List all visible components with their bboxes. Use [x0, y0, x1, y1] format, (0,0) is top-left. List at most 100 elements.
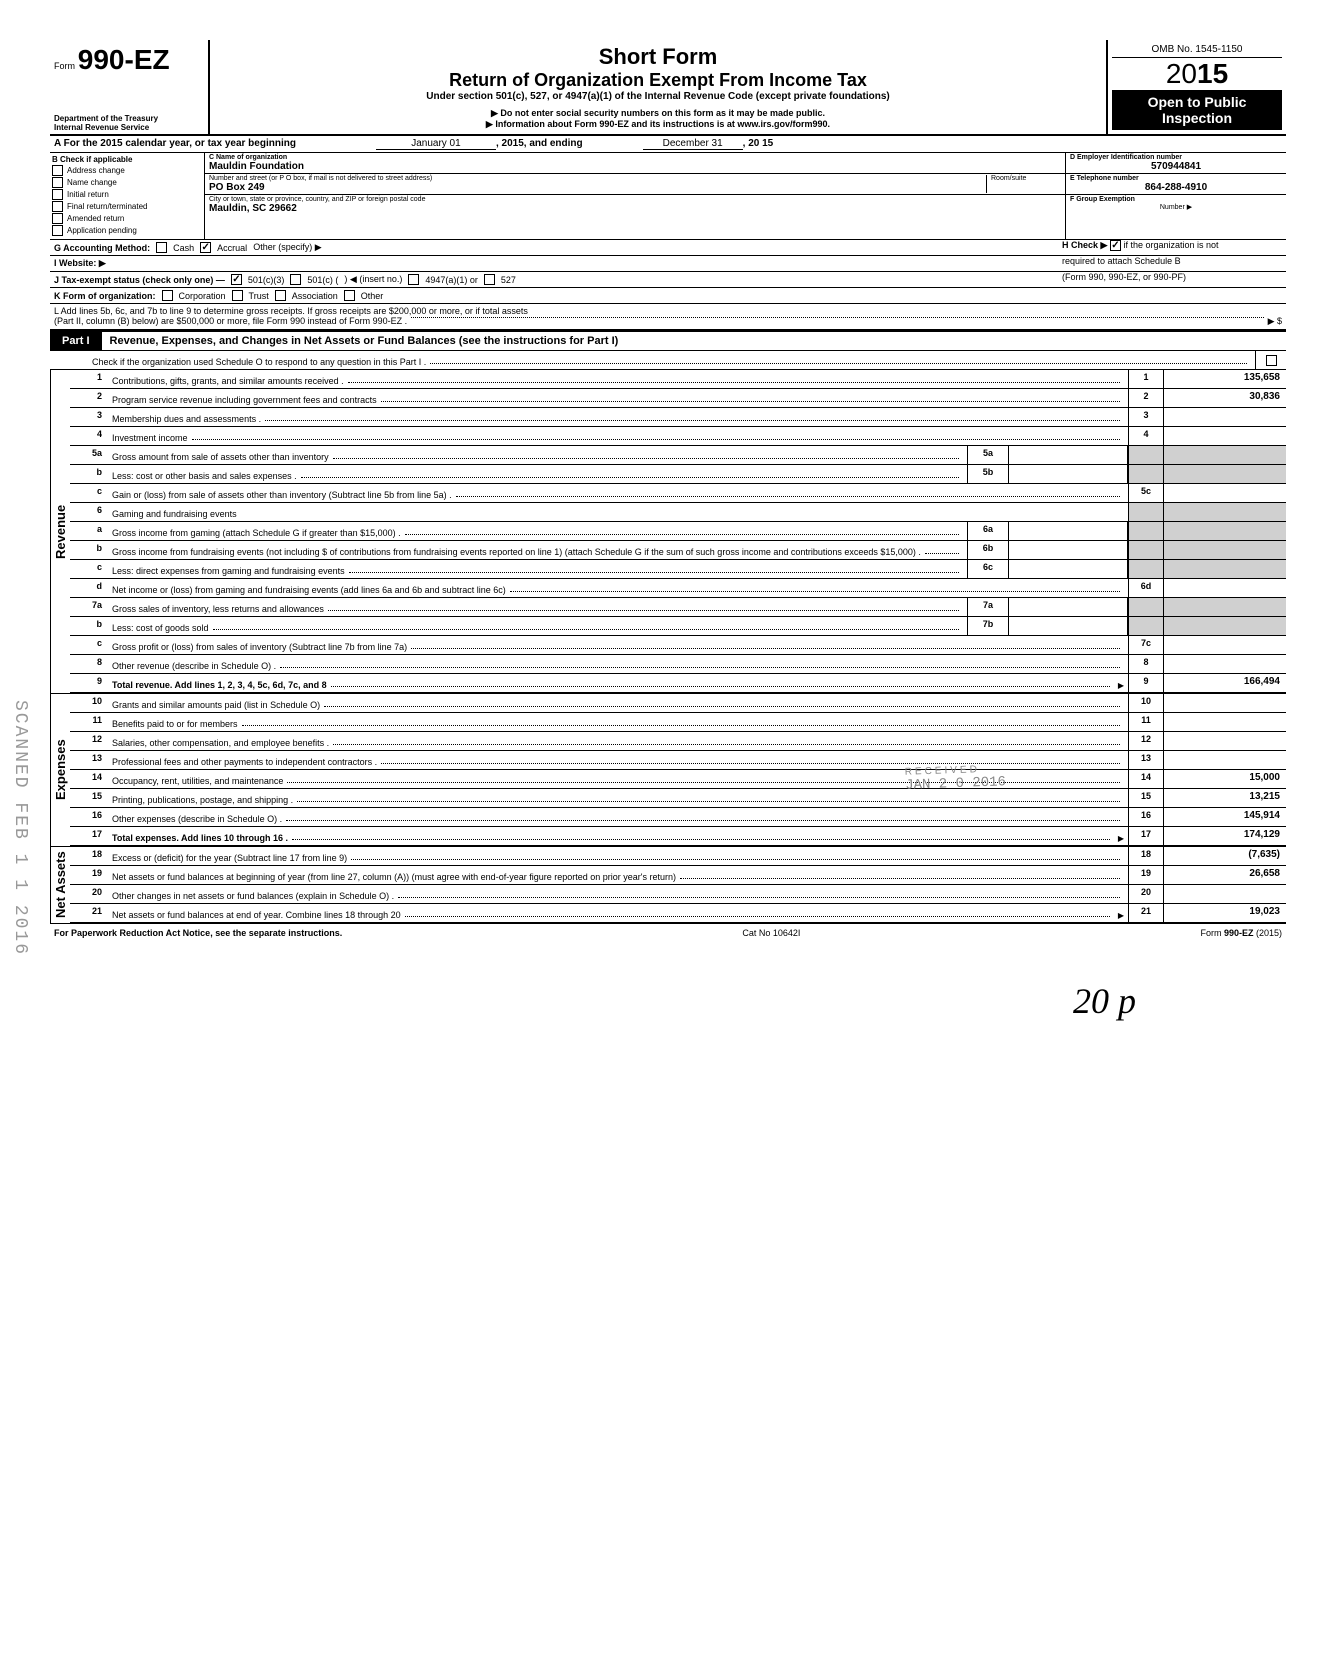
applicable-label: Application pending	[67, 226, 137, 235]
line-box-number: 8	[1128, 655, 1163, 673]
cash-checkbox[interactable]	[156, 242, 167, 253]
line-number: 2	[70, 389, 108, 407]
4947-checkbox[interactable]	[408, 274, 419, 285]
check-row: Address change	[52, 165, 202, 176]
applicable-label: Initial return	[67, 190, 109, 199]
room-label: Room/suite	[991, 175, 1061, 182]
mid-line-box: 6c	[967, 560, 1009, 578]
corp-checkbox[interactable]	[162, 290, 173, 301]
line-value	[1163, 694, 1286, 712]
line-value	[1163, 636, 1286, 654]
501c-checkbox[interactable]	[290, 274, 301, 285]
line-box-number: 19	[1128, 866, 1163, 884]
line-box-number: 1	[1128, 370, 1163, 388]
line-value	[1163, 408, 1286, 426]
part1-header: Part I Revenue, Expenses, and Changes in…	[50, 330, 1286, 351]
under-section: Under section 501(c), 527, or 4947(a)(1)…	[218, 91, 1098, 102]
line-value	[1163, 751, 1286, 769]
line-description: Investment income	[108, 427, 1128, 445]
line-box-number: 3	[1128, 408, 1163, 426]
footer-center: Cat No 10642I	[742, 928, 800, 938]
line-row: 19Net assets or fund balances at beginni…	[70, 866, 1286, 885]
part1-schedule-o-checkbox[interactable]	[1266, 355, 1277, 366]
other-org-checkbox[interactable]	[344, 290, 355, 301]
row-a: A For the 2015 calendar year, or tax yea…	[50, 136, 1286, 153]
line-value: 15,000	[1163, 770, 1286, 788]
net-assets-side-label: Net Assets	[50, 847, 70, 923]
accrual-checkbox[interactable]	[200, 242, 211, 253]
501c3-checkbox[interactable]	[231, 274, 242, 285]
line-box-number: 4	[1128, 427, 1163, 445]
line-number: 8	[70, 655, 108, 673]
end-box-shaded	[1128, 541, 1163, 559]
part1-title: Revenue, Expenses, and Changes in Net As…	[102, 335, 619, 347]
mid-line-value	[1009, 541, 1128, 559]
applicable-label: Name change	[67, 178, 117, 187]
line-description: Net assets or fund balances at beginning…	[108, 866, 1128, 884]
form-number: 990-EZ	[78, 44, 170, 75]
trust-checkbox[interactable]	[232, 290, 243, 301]
line-value: 166,494	[1163, 674, 1286, 692]
i-website: I Website: ▶	[54, 258, 106, 269]
applicable-checkbox[interactable]	[52, 177, 63, 188]
line-description: Other revenue (describe in Schedule O) .	[108, 655, 1128, 673]
f-group-label: F Group Exemption	[1070, 196, 1282, 203]
mid-line-box: 7a	[967, 598, 1009, 616]
end-box-shaded	[1128, 617, 1163, 635]
line-box-number: 15	[1128, 789, 1163, 807]
line-description: Contributions, gifts, grants, and simila…	[108, 370, 1128, 388]
other-org-label: Other	[361, 291, 384, 301]
line-description: Net assets or fund balances at end of ye…	[108, 904, 1128, 922]
h-text: if the organization is not	[1123, 240, 1218, 250]
line-row: 7aGross sales of inventory, less returns…	[70, 598, 1286, 617]
mid-line-value	[1009, 522, 1128, 540]
527-checkbox[interactable]	[484, 274, 495, 285]
omb-number: OMB No. 1545-1150	[1112, 44, 1282, 58]
applicable-checkbox[interactable]	[52, 225, 63, 236]
line-value: 174,129	[1163, 827, 1286, 845]
l-line1: L Add lines 5b, 6c, and 7b to line 9 to …	[54, 306, 1282, 316]
line-description: Other expenses (describe in Schedule O) …	[108, 808, 1128, 826]
line-row: bLess: cost or other basis and sales exp…	[70, 465, 1286, 484]
check-if-applicable: B Check if applicable	[52, 155, 202, 164]
line-box-number: 20	[1128, 885, 1163, 903]
revenue-side-label: Revenue	[50, 370, 70, 693]
h-label: H Check ▶	[1062, 240, 1107, 250]
line-number: 11	[70, 713, 108, 731]
line-description: Gaming and fundraising events	[108, 503, 1128, 521]
check-row: Application pending	[52, 225, 202, 236]
line-number: 1	[70, 370, 108, 388]
line-row: 13Professional fees and other payments t…	[70, 751, 1286, 770]
applicable-label: Amended return	[67, 214, 124, 223]
line-description: Gross profit or (loss) from sales of inv…	[108, 636, 1128, 654]
line-number: 5a	[70, 446, 108, 464]
end-box-shaded	[1128, 503, 1163, 521]
line-number: b	[70, 541, 108, 559]
section-b: B Check if applicable Address change Name…	[50, 153, 1286, 240]
row-a-year: , 20 15	[743, 138, 774, 150]
line-description: Benefits paid to or for members	[108, 713, 1128, 731]
line-number: 6	[70, 503, 108, 521]
applicable-checkbox[interactable]	[52, 201, 63, 212]
line-number: 4	[70, 427, 108, 445]
line-row: 14Occupancy, rent, utilities, and mainte…	[70, 770, 1286, 789]
line-number: b	[70, 465, 108, 483]
assoc-checkbox[interactable]	[275, 290, 286, 301]
line-row: 12Salaries, other compensation, and empl…	[70, 732, 1286, 751]
line-number: 15	[70, 789, 108, 807]
501c-insert: ) ◀ (insert no.)	[344, 274, 402, 285]
applicable-checkbox[interactable]	[52, 189, 63, 200]
line-number: 7a	[70, 598, 108, 616]
line-value: 135,658	[1163, 370, 1286, 388]
applicable-checkbox[interactable]	[52, 213, 63, 224]
applicable-checkbox[interactable]	[52, 165, 63, 176]
form-header: Form 990-EZ Department of the Treasury I…	[50, 40, 1286, 136]
h-checkbox[interactable]	[1110, 240, 1121, 251]
line-row: 1Contributions, gifts, grants, and simil…	[70, 370, 1286, 389]
check-row: Final return/terminated	[52, 201, 202, 212]
return-title: Return of Organization Exempt From Incom…	[218, 70, 1098, 91]
h-text2: required to attach Schedule B	[1062, 256, 1282, 266]
ein-value: 570944841	[1070, 161, 1282, 172]
row-i: I Website: ▶ required to attach Schedule…	[50, 256, 1286, 272]
mid-line-box: 7b	[967, 617, 1009, 635]
